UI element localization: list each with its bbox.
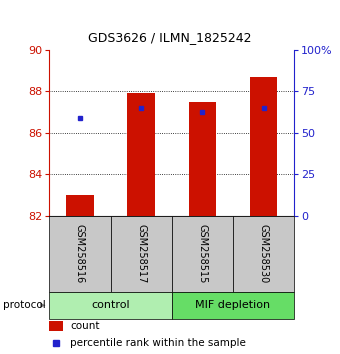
Text: GSM258515: GSM258515 [197, 224, 207, 284]
Text: GSM258517: GSM258517 [136, 224, 146, 284]
Bar [66, 195, 94, 216]
Bar [49, 321, 63, 331]
Bar [188, 102, 216, 216]
Bar [250, 76, 277, 216]
Text: MIF depletion: MIF depletion [195, 300, 270, 310]
Bar [172, 216, 233, 292]
Bar [128, 93, 155, 216]
Text: GSM258530: GSM258530 [258, 224, 269, 284]
Bar [110, 216, 172, 292]
Text: GSM258516: GSM258516 [75, 224, 85, 284]
Text: count: count [70, 321, 100, 331]
Text: GDS3626 / ILMN_1825242: GDS3626 / ILMN_1825242 [88, 31, 252, 44]
Text: control: control [91, 300, 130, 310]
Bar [233, 216, 294, 292]
Bar [49, 216, 110, 292]
Bar [49, 292, 172, 319]
Text: percentile rank within the sample: percentile rank within the sample [70, 338, 246, 348]
Text: protocol: protocol [3, 300, 46, 310]
Bar [172, 292, 294, 319]
